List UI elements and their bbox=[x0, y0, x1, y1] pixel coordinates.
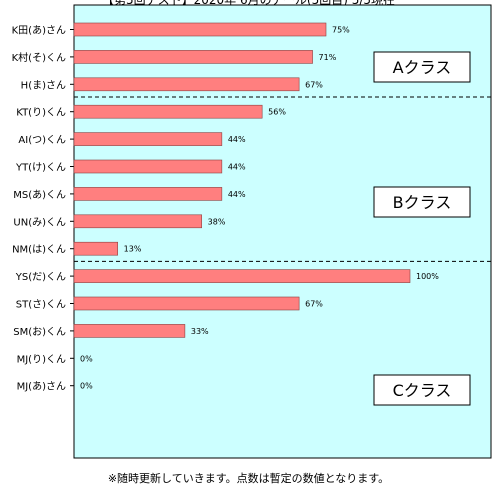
group-label: Aクラス bbox=[393, 58, 452, 77]
data-label: 44% bbox=[228, 163, 246, 172]
category-label: AI(つ)くん bbox=[18, 134, 66, 146]
bar bbox=[73, 187, 223, 201]
group-label-box bbox=[373, 51, 471, 83]
category-label: MJ(り)くん bbox=[17, 353, 66, 365]
data-label: 44% bbox=[228, 135, 246, 144]
category-label: SM(お)くん bbox=[13, 326, 66, 338]
data-label: 75% bbox=[332, 26, 350, 35]
category-label: K村(そ)くん bbox=[12, 51, 66, 64]
bar bbox=[73, 269, 411, 283]
bar bbox=[73, 296, 300, 311]
category-label: YS(だ)くん bbox=[15, 271, 66, 283]
bar bbox=[73, 324, 186, 338]
data-label: 13% bbox=[124, 245, 142, 254]
chart-title: 【第5回テスト】2020年 6月のアール(5回目) 5/5現在 bbox=[101, 0, 396, 7]
category-label: MS(あ)くん bbox=[13, 189, 66, 201]
data-label: 67% bbox=[305, 300, 323, 309]
bar bbox=[73, 132, 223, 146]
category-label: ST(さ)くん bbox=[16, 299, 66, 311]
data-label: 100% bbox=[416, 272, 439, 281]
data-label: 71% bbox=[319, 53, 337, 62]
category-label: MJ(あ)さん bbox=[17, 381, 66, 393]
category-label: UN(み)くん bbox=[13, 216, 66, 228]
bar bbox=[73, 50, 313, 64]
bar bbox=[73, 22, 327, 37]
data-label: 0% bbox=[80, 354, 93, 363]
bar bbox=[73, 104, 263, 119]
data-label: 33% bbox=[191, 327, 209, 336]
group-label: Bクラス bbox=[393, 193, 452, 212]
data-label: 67% bbox=[305, 80, 323, 89]
chart-footnote: ※随時更新していきます。点数は暫定の数値となります。 bbox=[107, 472, 390, 485]
bar bbox=[73, 214, 202, 229]
bar bbox=[73, 77, 300, 92]
bar bbox=[73, 241, 118, 256]
data-label: 38% bbox=[208, 217, 226, 226]
bar bbox=[73, 159, 223, 174]
category-label: NM(は)くん bbox=[12, 244, 66, 256]
group-label-box bbox=[373, 374, 471, 406]
category-label: KT(り)くん bbox=[16, 107, 66, 119]
data-label: 0% bbox=[80, 382, 93, 391]
data-label: 56% bbox=[268, 108, 286, 117]
group-label-box bbox=[373, 186, 471, 218]
group-label: Cクラス bbox=[393, 381, 452, 400]
category-label: K田(あ)さん bbox=[12, 25, 66, 37]
data-label: 44% bbox=[228, 190, 246, 199]
category-label: YT(け)くん bbox=[15, 162, 66, 174]
category-label: H(ま)さん bbox=[21, 79, 66, 91]
